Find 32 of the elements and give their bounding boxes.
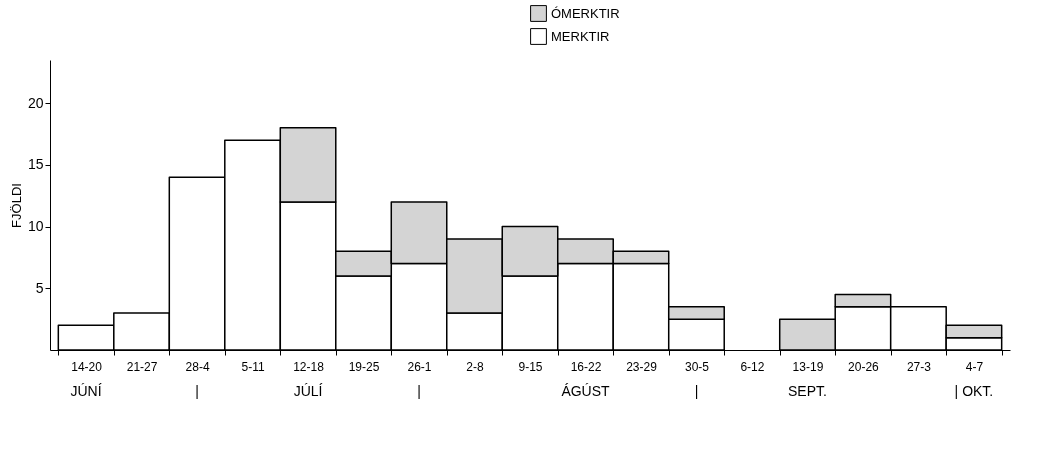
y-axis-title: FJÖLDI — [8, 183, 24, 228]
x-tick-label: 2-8 — [466, 359, 485, 374]
x-tick-label: 14-20 — [71, 359, 103, 374]
x-tick-label: 16-22 — [570, 359, 602, 374]
text: JÚLÍ — [293, 383, 323, 399]
x-tick-label: 6-12 — [740, 359, 765, 374]
x-tick-label: 12-18 — [293, 359, 325, 374]
x-tick-label: 30-5 — [684, 359, 710, 374]
x-tick-label: 23-29 — [626, 359, 658, 374]
text: | — [417, 383, 421, 399]
x-tick-label: 21-27 — [126, 359, 158, 374]
text: SEPT. — [788, 383, 827, 399]
x-tick-label: 27-3 — [906, 359, 932, 374]
legend-label: ÓMERKTIR — [551, 5, 620, 21]
text: | — [694, 383, 699, 399]
x-tick-label: 4-7 — [965, 359, 984, 374]
text: | — [195, 383, 199, 399]
y-tick-label: 20 — [27, 94, 44, 111]
x-tick-label: 28-4 — [185, 359, 210, 374]
y-tick-label: 15 — [27, 156, 44, 173]
x-tick-label: 19-25 — [348, 359, 380, 374]
legend-label: MERKTIR — [551, 28, 610, 44]
x-tick-label: 9-15 — [518, 359, 543, 374]
y-tick-label: 10 — [27, 218, 44, 235]
x-tick-label: 26-1 — [407, 359, 432, 374]
x-tick-label: 20-26 — [848, 359, 880, 374]
text: | OKT. — [954, 383, 994, 399]
y-tick-label: 5 — [35, 279, 44, 296]
text: JÚNÍ — [70, 383, 102, 399]
text: ÁGÚST — [561, 383, 611, 399]
x-tick-label: 5-11 — [241, 359, 265, 374]
x-tick-label: 13-19 — [792, 359, 824, 374]
